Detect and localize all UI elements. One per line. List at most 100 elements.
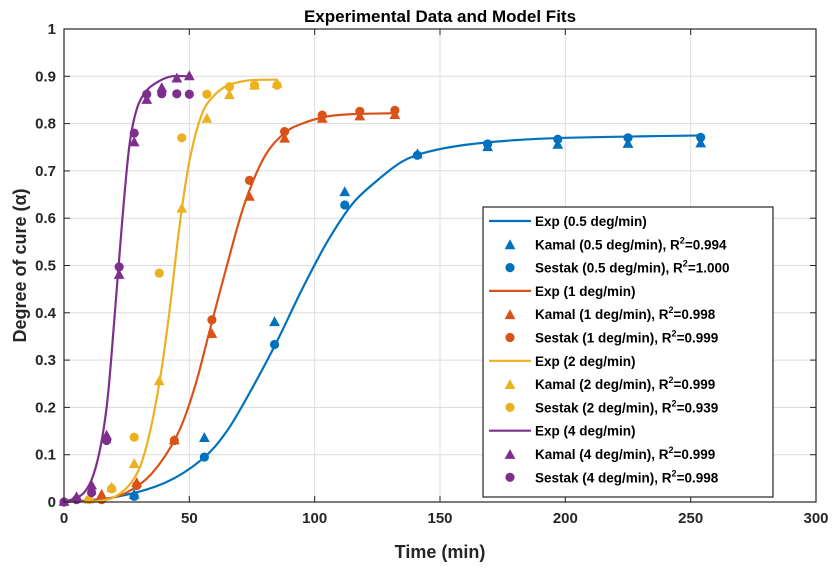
legend-entry: Exp (0.5 deg/min) — [489, 214, 647, 229]
legend-label: Exp (4 deg/min) — [535, 424, 636, 439]
legend-entry: Sestak (4 deg/min), R2=0.998 — [505, 468, 719, 485]
triangle-point — [552, 138, 564, 149]
triangle-point — [156, 82, 168, 93]
legend-entry: Exp (4 deg/min) — [489, 424, 636, 439]
circle-point — [207, 315, 217, 325]
circle-point — [224, 82, 235, 92]
triangle-point — [183, 70, 195, 81]
legend-label: Sestak (0.5 deg/min), R2=1.000 — [535, 259, 729, 276]
circle-point — [412, 150, 423, 160]
series-line — [63, 134, 704, 504]
legend-label: Sestak (4 deg/min), R2=0.998 — [535, 468, 719, 485]
series-2 — [129, 132, 706, 501]
chart-title: Experimental Data and Model Fits — [304, 7, 576, 26]
circle-point — [129, 491, 139, 501]
triangle-point — [113, 268, 125, 279]
circle-point — [142, 89, 152, 99]
legend-label: Exp (2 deg/min) — [535, 354, 636, 369]
y-tick-label: 0.5 — [35, 258, 56, 275]
y-tick-label: 0.9 — [35, 68, 56, 85]
triangle-point — [279, 132, 290, 143]
y-tick-label: 0.1 — [35, 447, 56, 464]
legend-entry: Kamal (4 deg/min), R2=0.999 — [504, 445, 715, 462]
circle-point — [279, 127, 290, 137]
legend-circle-swatch — [505, 402, 515, 412]
series-6 — [88, 78, 278, 504]
triangle-point — [141, 93, 153, 104]
circle-point — [199, 452, 209, 462]
triangle-point — [128, 458, 140, 469]
y-tick-label: 0.6 — [35, 210, 56, 227]
legend-circle-swatch — [505, 472, 515, 482]
circle-point — [102, 435, 112, 446]
circle-point — [269, 339, 280, 350]
triangle-point — [153, 375, 165, 386]
circle-point — [317, 110, 327, 120]
circle-point — [390, 105, 400, 115]
circle-point — [129, 432, 139, 442]
circle-point — [107, 484, 117, 494]
series-0 — [63, 134, 704, 504]
legend-circle-swatch — [505, 263, 515, 273]
circle-point — [177, 133, 187, 143]
triangle-point — [622, 137, 634, 148]
x-tick-label: 250 — [678, 510, 703, 527]
y-axis-label: Degree of cure (α) — [10, 188, 30, 342]
triangle-point — [244, 190, 255, 201]
y-tick-label: 0.3 — [35, 352, 56, 369]
legend-circle-swatch — [505, 332, 515, 343]
y-tick-label: 0.4 — [35, 305, 57, 322]
series-line — [63, 74, 190, 504]
triangle-point — [695, 137, 707, 148]
x-tick-label: 150 — [427, 510, 452, 527]
legend-label: Sestak (2 deg/min), R2=0.939 — [535, 398, 718, 415]
legend-label: Kamal (2 deg/min), R2=0.999 — [535, 375, 715, 392]
series-9 — [63, 74, 190, 504]
circle-point — [169, 435, 179, 446]
triangle-point — [176, 202, 188, 213]
circle-point — [696, 132, 706, 142]
legend-entry: Exp (1 deg/min) — [489, 284, 636, 299]
y-tick-label: 0 — [48, 494, 56, 511]
circle-point — [154, 268, 164, 278]
circle-point — [71, 495, 82, 505]
y-tick-label: 0.8 — [35, 116, 56, 133]
legend-entry: Sestak (0.5 deg/min), R2=1.000 — [505, 259, 729, 276]
circle-point — [129, 128, 139, 138]
circle-point — [249, 80, 260, 90]
y-tick-label: 1 — [48, 21, 56, 38]
triangle-point — [171, 72, 183, 83]
legend-label: Kamal (4 deg/min), R2=0.999 — [535, 445, 715, 462]
legend-label: Exp (1 deg/min) — [535, 284, 636, 299]
triangle-point — [86, 479, 97, 490]
triangle-point — [339, 186, 351, 197]
triangle-point — [201, 112, 213, 123]
series-11 — [59, 89, 194, 507]
legend-label: Kamal (1 deg/min), R2=0.998 — [535, 305, 716, 322]
triangle-point — [206, 328, 218, 338]
triangle-point — [128, 136, 140, 147]
triangle-point — [198, 432, 210, 443]
series-layer — [58, 70, 707, 507]
legend-triangle-swatch — [504, 239, 516, 250]
circle-point — [157, 89, 167, 99]
series-8 — [84, 80, 282, 505]
legend-entry: Exp (2 deg/min) — [489, 354, 636, 369]
y-tick-label: 0.7 — [35, 163, 56, 180]
circle-point — [355, 106, 365, 116]
legend-entry: Kamal (1 deg/min), R2=0.998 — [504, 305, 716, 322]
legend-entry: Kamal (0.5 deg/min), R2=0.994 — [504, 235, 727, 252]
legend-entry: Kamal (2 deg/min), R2=0.999 — [504, 375, 715, 392]
axis-ticks: 0 50 100 150 200 250 300 0 0.1 0.2 0.3 0.4 0.5 0.6 0.7… — [35, 21, 828, 527]
circle-point — [244, 175, 255, 185]
legend-label: Exp (0.5 deg/min) — [535, 214, 647, 229]
x-tick-label: 0 — [60, 510, 68, 527]
x-axis-label: Time (min) — [395, 542, 486, 562]
circle-point — [553, 134, 563, 144]
series-line — [88, 78, 278, 504]
legend-label: Kamal (0.5 deg/min), R2=0.994 — [535, 235, 727, 252]
x-tick-label: 50 — [181, 510, 198, 527]
circle-point — [623, 133, 633, 143]
legend-label: Sestak (1 deg/min), R2=0.999 — [535, 329, 718, 346]
